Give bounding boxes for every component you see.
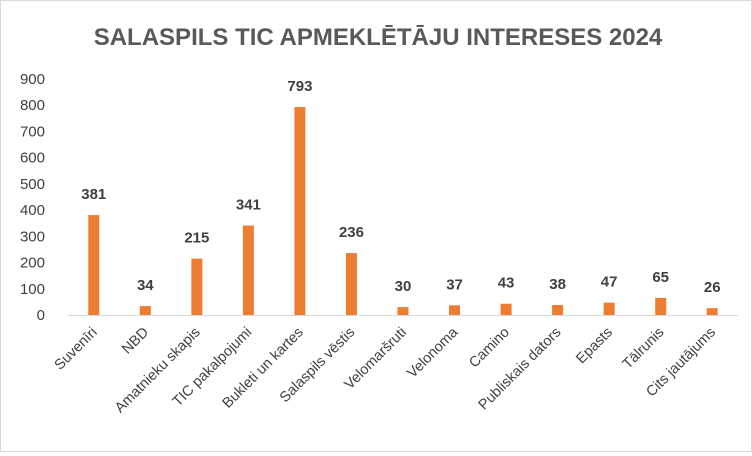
y-axis-ticks: 0 100 200 300 400 500 600 700 800 900 <box>20 71 45 324</box>
y-tick-label: 200 <box>20 255 45 272</box>
bar <box>191 258 203 315</box>
y-tick-label: 300 <box>20 228 45 245</box>
bar <box>139 306 151 315</box>
data-label: 38 <box>549 276 566 293</box>
data-label: 341 <box>236 197 261 214</box>
data-label: 30 <box>395 278 412 295</box>
bar <box>397 307 409 315</box>
y-tick-label: 100 <box>20 281 45 298</box>
bar <box>242 225 254 315</box>
bars <box>88 107 718 316</box>
bar <box>552 305 564 315</box>
data-label: 236 <box>339 224 364 241</box>
bar <box>655 297 667 315</box>
bar <box>449 305 461 315</box>
bar <box>88 215 100 315</box>
y-tick-label: 400 <box>20 202 45 219</box>
data-label: 381 <box>81 186 106 203</box>
bar <box>345 253 357 315</box>
x-tick-label: Camino <box>466 325 513 372</box>
data-label: 37 <box>446 276 463 293</box>
data-label: 43 <box>498 275 515 292</box>
x-tick-label: Velonoma <box>404 324 462 382</box>
y-tick-label: 500 <box>20 176 45 193</box>
data-label: 793 <box>287 78 312 95</box>
y-tick-label: 0 <box>37 307 45 324</box>
data-label: 47 <box>601 274 618 291</box>
data-label: 65 <box>652 269 669 286</box>
y-tick-label: 600 <box>20 150 45 167</box>
x-tick-label: NBD <box>119 325 152 358</box>
bar <box>706 308 718 315</box>
y-tick-label: 700 <box>20 123 45 140</box>
data-label: 215 <box>184 230 209 247</box>
bar <box>500 303 512 315</box>
y-tick-label: 900 <box>20 71 45 88</box>
chart-title: SALASPILS TIC APMEKLĒTĀJU INTERESES 2024 <box>94 24 663 51</box>
y-tick-label: 800 <box>20 97 45 114</box>
bar <box>603 302 615 315</box>
data-label: 26 <box>704 279 721 296</box>
x-tick-label: Suvenīri <box>52 325 101 374</box>
bar <box>294 107 306 316</box>
x-tick-label: Tālrunis <box>620 325 668 373</box>
data-labels: 381 34 215 341 793 236 30 37 43 38 47 65 26 <box>81 78 720 296</box>
data-label: 34 <box>137 277 154 294</box>
x-tick-label: Epasts <box>573 325 616 368</box>
